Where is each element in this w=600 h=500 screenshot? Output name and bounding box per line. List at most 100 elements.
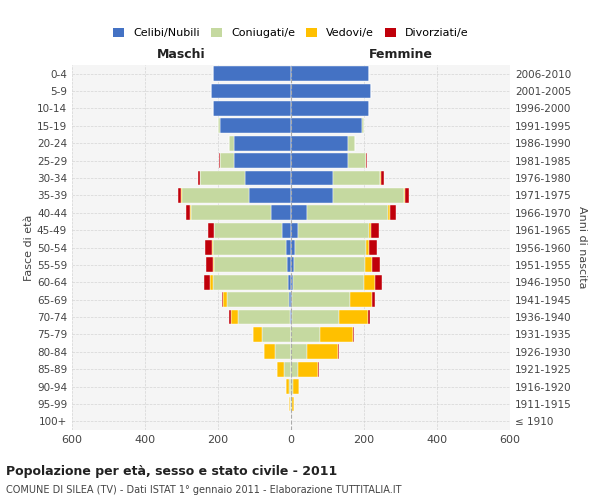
Bar (320, 327, 353, 342)
Text: Femmine: Femmine (368, 48, 433, 62)
Bar (366, 240, 370, 255)
Bar (353, 327, 354, 342)
Bar (298, 362, 319, 376)
Bar (375, 275, 382, 289)
Bar (212, 258, 214, 272)
Bar (372, 292, 375, 307)
Bar (291, 170, 333, 186)
Bar (200, 170, 245, 186)
Bar (292, 396, 293, 411)
Bar (277, 362, 284, 376)
Bar (389, 206, 396, 220)
Bar (289, 396, 290, 411)
Bar (220, 153, 235, 168)
Bar (339, 310, 368, 324)
Bar (291, 292, 292, 307)
Bar (198, 170, 200, 186)
Bar (338, 344, 339, 359)
Bar (212, 240, 286, 255)
Bar (291, 396, 292, 411)
Bar (218, 118, 220, 133)
Bar (214, 258, 287, 272)
Bar (211, 84, 291, 98)
Bar (380, 170, 381, 186)
Bar (291, 84, 371, 98)
Bar (219, 153, 220, 168)
Bar (214, 222, 282, 238)
Bar (373, 258, 380, 272)
Bar (291, 206, 307, 220)
Bar (181, 188, 249, 202)
Bar (291, 188, 333, 202)
Bar (366, 153, 367, 168)
Bar (229, 310, 231, 324)
Bar (231, 310, 238, 324)
Bar (388, 206, 389, 220)
Bar (284, 362, 291, 376)
Bar (205, 240, 212, 255)
Bar (350, 292, 372, 307)
Bar (238, 310, 290, 324)
Bar (223, 292, 227, 307)
Bar (291, 136, 347, 150)
Bar (291, 275, 293, 289)
Bar (370, 240, 377, 255)
Bar (220, 118, 291, 133)
Bar (288, 275, 291, 289)
Bar (294, 258, 365, 272)
Y-axis label: Fasce di età: Fasce di età (24, 214, 34, 280)
Bar (371, 222, 379, 238)
Bar (282, 222, 291, 238)
Bar (347, 153, 366, 168)
Bar (291, 101, 370, 116)
Text: Maschi: Maschi (157, 48, 206, 62)
Bar (293, 275, 364, 289)
Y-axis label: Anni di nascita: Anni di nascita (577, 206, 587, 289)
Bar (291, 344, 307, 359)
Bar (253, 327, 262, 342)
Bar (271, 206, 291, 220)
Bar (263, 344, 275, 359)
Bar (368, 310, 370, 324)
Bar (291, 379, 293, 394)
Bar (229, 136, 235, 150)
Bar (186, 206, 190, 220)
Bar (191, 206, 271, 220)
Bar (365, 258, 373, 272)
Bar (290, 310, 291, 324)
Bar (227, 292, 289, 307)
Bar (206, 258, 212, 272)
Bar (333, 188, 404, 202)
Bar (221, 292, 223, 307)
Bar (295, 240, 366, 255)
Bar (211, 275, 213, 289)
Bar (291, 310, 292, 324)
Bar (307, 344, 338, 359)
Bar (289, 379, 291, 394)
Bar (287, 258, 291, 272)
Bar (213, 275, 288, 289)
Bar (292, 310, 339, 324)
Bar (291, 222, 298, 238)
Bar (369, 222, 371, 238)
Bar (289, 292, 291, 307)
Bar (245, 170, 291, 186)
Bar (347, 136, 355, 150)
Bar (286, 379, 289, 394)
Bar (292, 292, 350, 307)
Bar (291, 118, 362, 133)
Bar (275, 344, 291, 359)
Legend: Celibi/Nubili, Coniugati/e, Vedovi/e, Divorziati/e: Celibi/Nubili, Coniugati/e, Vedovi/e, Di… (109, 23, 473, 43)
Bar (293, 379, 299, 394)
Bar (178, 188, 181, 202)
Bar (212, 66, 291, 81)
Bar (307, 206, 388, 220)
Bar (333, 170, 380, 186)
Bar (290, 396, 291, 411)
Bar (291, 66, 370, 81)
Bar (291, 327, 320, 342)
Bar (405, 188, 409, 202)
Bar (404, 188, 405, 202)
Bar (235, 153, 291, 168)
Bar (262, 327, 291, 342)
